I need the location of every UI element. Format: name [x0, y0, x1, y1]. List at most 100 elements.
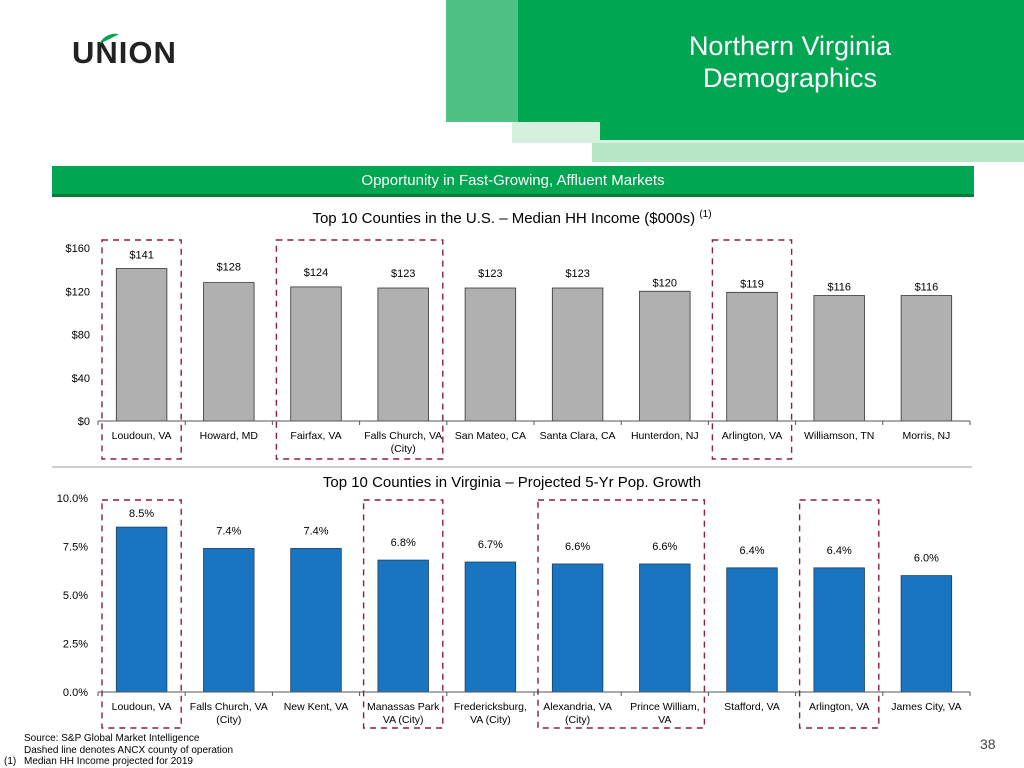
chart1-category-label: Howard, MD: [200, 430, 259, 442]
chart2-bar: [639, 563, 691, 693]
chart1-bar: [900, 295, 953, 422]
chart2-data-label: 6.7%: [478, 539, 503, 551]
chart1-data-label: $123: [478, 268, 502, 280]
chart2-ytick-label: 7.5%: [63, 542, 88, 554]
chart1-title: Top 10 Counties in the U.S. – Median HH …: [0, 209, 1024, 227]
chart2-data-label: 6.4%: [739, 545, 764, 557]
chart1-data-label: $116: [827, 282, 851, 294]
chart2-bar: [203, 548, 255, 693]
chart1-category-label: Santa Clara, CA: [540, 430, 616, 442]
chart2-category-label: Fredericksburg,: [454, 701, 527, 713]
footer-note: (1) Median HH Income projected for 2019: [4, 756, 233, 768]
logo-text: UNION: [72, 35, 177, 70]
chart2-category-label: Prince William,: [630, 701, 699, 713]
page-title: Northern Virginia Demographics: [640, 30, 940, 94]
chart1-data-label: $123: [565, 268, 589, 280]
chart1-bar: [464, 287, 517, 422]
footer-source: Source: S&P Global Market Intelligence: [24, 733, 200, 744]
chart1-ytick-label: $80: [72, 330, 90, 342]
chart1-data-label: $123: [391, 268, 415, 280]
chart2-data-label: 6.6%: [565, 541, 590, 553]
chart1-data-label: $116: [915, 282, 939, 294]
chart2-data-label: 7.4%: [303, 525, 328, 537]
footer-note-number: (1): [4, 756, 17, 767]
chart1-bar: [115, 268, 168, 422]
chart2-title-text: Top 10 Counties in Virginia – Projected …: [322, 474, 702, 491]
chart2-bar: [464, 561, 517, 693]
chart2-bar: [551, 563, 604, 693]
chart2-title: Top 10 Counties in Virginia – Projected …: [0, 474, 1024, 491]
chart2-ytick-label: 10.0%: [57, 493, 88, 505]
chart2-data-label: 7.4%: [216, 525, 241, 537]
chart1-bar: [726, 291, 778, 422]
chart1-bar: [377, 287, 429, 422]
header-deco-green-low: [600, 0, 1024, 140]
chart1-data-label: $124: [304, 267, 328, 279]
chart2-category-label: (City): [565, 714, 590, 726]
chart2-category-label: James City, VA: [891, 701, 961, 713]
chart2-bar: [377, 559, 429, 693]
chart2-data-label: 6.0%: [914, 553, 939, 565]
chart2-highlight-box: [798, 499, 880, 729]
chart1-ytick-label: $40: [72, 373, 90, 385]
chart2-category-label: Falls Church, VA: [190, 701, 268, 713]
chart1-bar: [290, 286, 342, 422]
chart1-title-note: (1): [699, 209, 712, 220]
chart1-category-label: Loudoun, VA: [112, 430, 172, 442]
chart1-category-label: Fairfax, VA: [290, 430, 341, 442]
chart2-category-label: Loudoun, VA: [112, 701, 172, 713]
chart2-ytick-label: 0.0%: [63, 687, 88, 699]
chart2-highlight-box: [362, 499, 444, 729]
page-title-line1: Northern Virginia: [688, 31, 892, 61]
chart2-highlight-box: [101, 499, 182, 729]
chart2-ytick-label: 5.0%: [63, 590, 88, 602]
chart1-category-label: San Mateo, CA: [455, 430, 526, 442]
chart1-ytick-label: $0: [78, 416, 90, 428]
chart2-category-label: Stafford, VA: [724, 701, 780, 713]
chart1-highlight-box: [711, 239, 793, 460]
footer-dashed-note: Dashed line denotes ANCX county of opera…: [24, 744, 234, 756]
chart2-category-label: VA (City): [470, 714, 511, 726]
chart1-data-label: $141: [129, 250, 153, 262]
chart1-bar: [639, 290, 691, 422]
chart2-bar: [290, 548, 342, 693]
chart1-data-label: $119: [740, 278, 764, 290]
chart2-category-label: (City): [216, 714, 241, 726]
chart1-category-label: Arlington, VA: [722, 430, 783, 442]
chart1-highlight-box: [275, 239, 444, 460]
chart1-bar: [551, 287, 604, 422]
chart2-bar: [900, 575, 953, 693]
chart2-data-label: 6.8%: [391, 537, 416, 549]
chart1-category-label: Hunterdon, NJ: [631, 430, 699, 442]
chart1-category-label: Williamson, TN: [804, 430, 874, 442]
logo-leaf-icon: [99, 33, 119, 44]
chart1-category-label: Morris, NJ: [902, 430, 950, 442]
chart2-data-label: 6.6%: [652, 541, 677, 553]
chart1-ytick-label: $160: [66, 243, 90, 255]
chart1-data-label: $128: [217, 262, 241, 274]
chart2-category-label: Arlington, VA: [809, 701, 870, 713]
chart2-category-label: VA: [658, 714, 671, 726]
chart2-category-label: Alexandria, VA: [543, 701, 612, 713]
page-title-line2: Demographics: [702, 63, 878, 93]
chart1-highlight-box: [101, 239, 182, 460]
chart2-data-label: 8.5%: [129, 508, 154, 520]
chart2-category-label: New Kent, VA: [284, 701, 349, 713]
chart1-category-label: (City): [391, 443, 416, 455]
chart1-bar: [203, 282, 255, 422]
chart2-category-label: Manassas Park: [367, 701, 440, 713]
chart1-data-label: $120: [653, 277, 677, 289]
chart2-bar: [813, 567, 865, 693]
page-number: 38: [980, 736, 996, 752]
chart2-highlight-box: [537, 499, 706, 729]
chart2-bar: [726, 567, 778, 693]
footer-note-text: Median HH Income projected for 2019: [24, 756, 193, 767]
chart1-ytick-label: $120: [66, 286, 90, 298]
chart1-category-label: Falls Church, VA: [364, 430, 442, 442]
section-banner: Opportunity in Fast-Growing, Affluent Ma…: [52, 166, 974, 197]
chart2-category-label: VA (City): [383, 714, 424, 726]
chart2-data-label: 6.4%: [827, 545, 852, 557]
chart1-title-text: Top 10 Counties in the U.S. – Median HH …: [312, 210, 696, 227]
chart2-ytick-label: 2.5%: [63, 639, 88, 651]
footer: Source: S&P Global Market Intelligence D…: [4, 733, 233, 768]
